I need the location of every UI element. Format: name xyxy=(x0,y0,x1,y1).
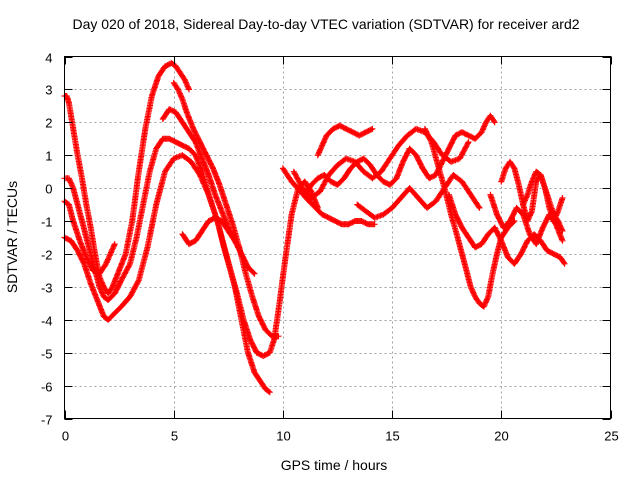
series-track-15 xyxy=(487,191,566,248)
series-track-17 xyxy=(520,168,566,234)
plot-frame xyxy=(64,56,611,419)
data-point-markers xyxy=(487,191,566,248)
series-track-4 xyxy=(61,152,321,359)
data-point-markers xyxy=(279,165,378,228)
series-track-11 xyxy=(301,112,498,198)
y-tick-label: -5 xyxy=(41,347,53,362)
y-tick-label: 1 xyxy=(45,149,52,164)
series-track-7 xyxy=(179,214,243,251)
data-point-markers xyxy=(179,214,243,251)
x-tick-label: 10 xyxy=(276,429,290,444)
data-point-markers xyxy=(301,112,498,198)
y-tick-label: -1 xyxy=(41,215,53,230)
data-point-markers xyxy=(421,125,518,310)
series-track-5 xyxy=(170,79,282,340)
y-tick-label: 0 xyxy=(45,182,52,197)
series-track-8 xyxy=(279,165,378,228)
x-tick-label: 20 xyxy=(494,429,508,444)
y-tick-label: -6 xyxy=(41,380,53,395)
x-tick-label: 25 xyxy=(604,429,618,444)
series-track-9 xyxy=(314,122,376,159)
data-point-markers xyxy=(170,79,282,340)
y-tick-label: -4 xyxy=(41,314,53,329)
y-tick-label: 2 xyxy=(45,116,52,131)
x-tick-label: 0 xyxy=(62,429,69,444)
y-tick-label: -7 xyxy=(41,413,53,428)
x-axis-label: GPS time / hours xyxy=(281,457,388,473)
y-tick-label: 4 xyxy=(45,51,52,66)
axis-ticks: -7 -6 -5 -4 -3 -2 -1 0 1 2 3 4 0 5 10 15 20 25 xyxy=(41,51,619,444)
series-track-13 xyxy=(421,125,518,310)
y-tick-label: -2 xyxy=(41,248,53,263)
x-tick-label: 15 xyxy=(385,429,399,444)
y-axis-label: SDTVAR / TECUs xyxy=(4,181,20,293)
y-tick-label: -3 xyxy=(41,281,53,296)
data-series xyxy=(61,60,568,396)
x-tick-label: 5 xyxy=(171,429,178,444)
y-tick-label: 3 xyxy=(45,83,52,98)
data-point-markers xyxy=(314,122,376,159)
data-point-markers xyxy=(520,168,566,234)
data-point-markers xyxy=(61,152,321,359)
chart-title: Day 020 of 2018, Sidereal Day-to-day VTE… xyxy=(72,16,579,32)
